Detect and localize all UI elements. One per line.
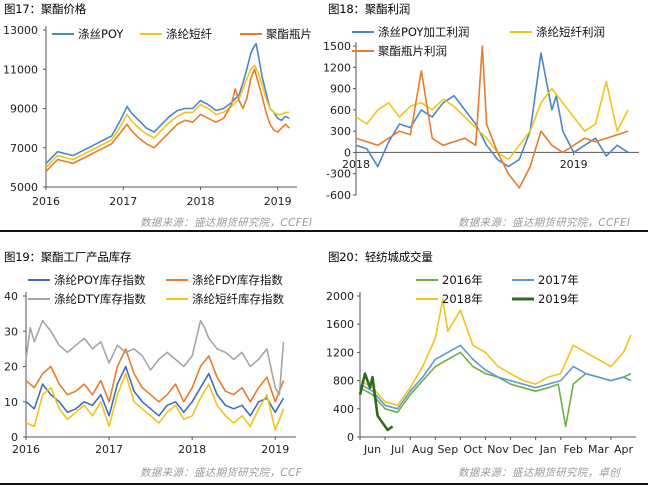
legend-label: 涤丝POY	[78, 27, 124, 41]
x-tick-label: Jan	[539, 443, 557, 456]
y-tick-label: 30	[4, 325, 18, 338]
series-line	[355, 45, 629, 189]
legend-label: 涤纶FDY库存指数	[192, 273, 283, 287]
chart-title: 图18：聚酯利润	[328, 2, 411, 16]
y-tick-label: 0	[344, 146, 351, 159]
legend-label: 涤纶短纤	[166, 27, 212, 41]
series-line	[45, 64, 290, 168]
x-tick-label: Jul	[390, 443, 404, 456]
y-tick-label: -600	[326, 189, 351, 202]
y-tick-label: 1600	[326, 318, 354, 331]
x-tick-label: Jun	[363, 443, 381, 456]
series-line	[359, 344, 632, 410]
x-tick-label: 2019	[264, 195, 292, 208]
legend-label: 2018年	[442, 292, 483, 306]
x-tick-label: Sep	[437, 443, 458, 456]
y-tick-label: 400	[333, 403, 354, 416]
y-tick-label: 1200	[324, 61, 351, 74]
y-tick-label: 0	[11, 431, 18, 444]
y-tick-label: 11000	[3, 63, 38, 76]
chart-panel-3: 图20：轻纺城成交量 0 400 800 1200 1600 2000 Jun Jul Aug S…	[324, 244, 648, 487]
y-tick-label: 1200	[326, 346, 354, 359]
y-tick-label: 10	[4, 396, 18, 409]
series-line	[355, 80, 629, 161]
section-divider	[0, 230, 648, 232]
x-tick-label: Dec	[512, 443, 533, 456]
y-tick-label: 800	[333, 375, 354, 388]
y-tick-label: 7000	[10, 142, 38, 155]
legend-label: 2016年	[442, 273, 483, 287]
legend-label: 涤纶短纤库存指数	[192, 292, 284, 306]
series-line	[25, 319, 285, 396]
y-tick-label: 9000	[10, 103, 38, 116]
series-line	[25, 365, 285, 417]
x-tick-label: Feb	[564, 443, 583, 456]
chart-panel-2: 图19：聚酯工厂产品库存 0 10 20 30 40 2016 2017 2018 2019 涤纶…	[0, 244, 324, 487]
x-tick-label: 2017	[95, 443, 123, 456]
series-line	[359, 298, 632, 407]
x-tick-label: 2018	[178, 443, 206, 456]
x-tick-label: 2018	[342, 158, 370, 171]
legend-label: 聚酯瓶片	[266, 27, 312, 41]
chart-source: 数据来源：盛达期货研究院，CCFEI	[458, 217, 631, 229]
y-tick-label: 900	[330, 83, 351, 96]
legend-label: 聚酯瓶片利润	[378, 44, 447, 58]
y-tick-label: -300	[326, 168, 351, 181]
legend-label: 涤丝POY加工利润	[378, 25, 469, 39]
legend-label: 2017年	[538, 273, 579, 287]
section-divider	[0, 483, 648, 485]
series-line	[45, 42, 290, 164]
y-tick-label: 40	[4, 290, 18, 303]
chart-source: 数据来源：盛达期货研究院，CCF	[140, 467, 303, 479]
x-tick-label: Apr	[614, 443, 634, 456]
legend-label: 涤纶短纤利润	[536, 25, 605, 39]
y-tick-label: 600	[330, 104, 351, 117]
x-tick-label: 2019	[560, 158, 588, 171]
chart-title: 图20：轻纺城成交量	[328, 250, 433, 264]
chart-source: 数据来源：盛达期货研究院，CCFEI	[140, 217, 313, 229]
series-line	[358, 372, 394, 432]
x-tick-label: 2016	[12, 443, 40, 456]
legend-label: 涤纶POY库存指数	[54, 273, 146, 287]
y-tick-label: 20	[4, 361, 18, 374]
x-tick-label: 2018	[186, 195, 214, 208]
series-line	[25, 348, 285, 403]
chart-panel-0: 图17：聚酯价格 5000 7000 9000 11000 13000 2016 2017 2…	[0, 0, 324, 243]
x-tick-label: Aug	[412, 443, 433, 456]
x-tick-label: Nov	[487, 443, 509, 456]
y-tick-label: 1500	[324, 40, 351, 53]
chart-svg: 0 10 20 30 40 2016 2017 2018 2019 涤纶POY库存指数 涤纶FDY库…	[4, 273, 296, 456]
chart-svg: -600 -300 0 300 600 900 1200 1500 2018 2019 涤丝POY加…	[324, 25, 639, 202]
series-line	[25, 372, 285, 431]
chart-panel-1: 图18：聚酯利润 -600 -300 0 300 600 900 1200 1500 2018 2…	[324, 0, 648, 243]
legend-label: 2019年	[538, 292, 579, 306]
x-tick-label: Oct	[463, 443, 483, 456]
series-line	[355, 52, 629, 168]
x-tick-label: 2017	[109, 195, 137, 208]
chart-svg: 5000 7000 9000 11000 13000 2016 2017 2018 2019 涤丝…	[3, 24, 312, 208]
y-tick-label: 2000	[326, 290, 354, 303]
y-tick-label: 5000	[10, 181, 38, 194]
legend-label: 涤纶DTY库存指数	[54, 292, 146, 306]
y-tick-label: 300	[330, 125, 351, 138]
chart-source: 数据来源：盛达期货研究院，卓创	[458, 467, 620, 479]
chart-title: 图17：聚酯价格	[4, 2, 87, 16]
series-line	[45, 68, 290, 172]
chart-svg: 0 400 800 1200 1600 2000 Jun Jul Aug Sep Oct Nov Dec…	[326, 273, 636, 456]
x-tick-label: 2016	[32, 195, 60, 208]
x-tick-label: Mar	[588, 443, 609, 456]
y-tick-label: 0	[347, 431, 354, 444]
chart-title: 图19：聚酯工厂产品库存	[4, 250, 132, 264]
y-tick-label: 13000	[3, 24, 38, 37]
x-tick-label: 2019	[261, 443, 289, 456]
